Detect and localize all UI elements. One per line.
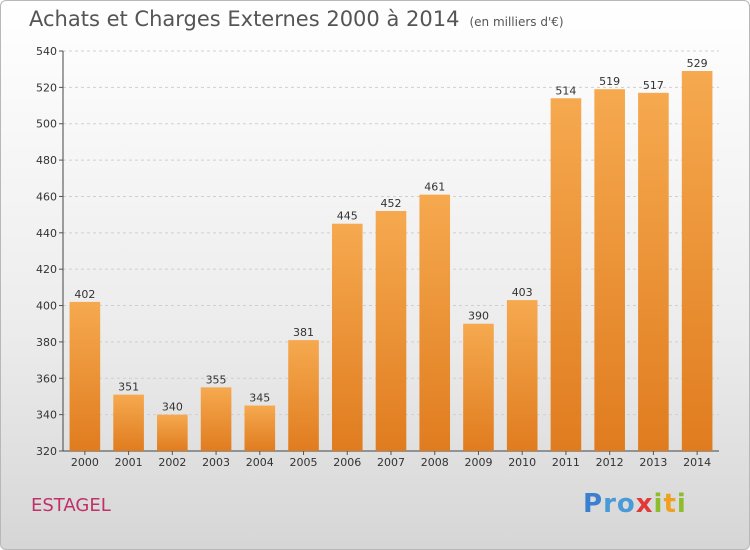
x-tick-label: 2013	[639, 456, 667, 469]
y-tick-label: 360	[36, 372, 57, 385]
y-tick-label: 540	[36, 45, 57, 58]
x-tick-label: 2012	[596, 456, 624, 469]
data-label-2014: 529	[687, 57, 708, 70]
x-tick-label: 2003	[202, 456, 230, 469]
x-tick-label: 2011	[552, 456, 580, 469]
x-tick-label: 2001	[115, 456, 143, 469]
x-tick-label: 2002	[158, 456, 186, 469]
x-tick-label: 2014	[683, 456, 711, 469]
data-label-2008: 461	[424, 181, 445, 194]
y-tick-labels: 320 340 360 380 400 420 440 460 480 500 520 540	[36, 45, 57, 458]
bar-2004	[244, 405, 276, 451]
bar-2003	[200, 387, 232, 451]
bar-2008	[419, 194, 451, 452]
proxiti-logo: Proxiti	[583, 489, 687, 519]
data-label-2013: 517	[643, 79, 664, 92]
y-tick-label: 380	[36, 336, 57, 349]
city-name: ESTAGEL	[31, 495, 111, 516]
y-tick-label: 340	[36, 409, 57, 422]
bar-2012	[594, 89, 625, 451]
x-tick-labels: 2000 2001 2002 2003 2004 2005 2006 2007 2008 2009…	[71, 456, 711, 469]
bar-2001	[113, 394, 144, 451]
y-tick-label: 400	[36, 300, 57, 313]
data-label-2010: 403	[512, 286, 533, 299]
data-label-2004: 345	[249, 392, 270, 405]
bar-2006	[331, 223, 363, 451]
bar-2007	[375, 211, 407, 451]
bar-2005	[288, 340, 319, 451]
y-tick-label: 520	[36, 81, 57, 94]
x-tick-label: 2005	[290, 456, 318, 469]
bar-2002	[157, 414, 188, 451]
x-tick-label: 2000	[71, 456, 99, 469]
x-tick-label: 2010	[508, 456, 536, 469]
data-label-2003: 355	[206, 373, 227, 386]
bar-2014	[681, 71, 713, 451]
data-label-2011: 514	[555, 84, 576, 97]
data-label-2007: 452	[381, 197, 402, 210]
chart-title: Achats et Charges Externes 2000 à 2014 (e…	[29, 7, 564, 31]
x-tick-label: 2008	[421, 456, 449, 469]
chart-subtitle: (en milliers d'€)	[469, 15, 564, 29]
y-tick-label: 500	[36, 118, 57, 131]
y-tick-label: 320	[36, 445, 57, 458]
bar-2011	[550, 98, 582, 451]
y-tick-label: 480	[36, 154, 57, 167]
data-labels: 402 351 340 355 345 381 445 452 461 390 403 514 519 5…	[74, 57, 707, 414]
x-tick-label: 2006	[333, 456, 361, 469]
data-label-2000: 402	[74, 288, 95, 301]
x-tick-label: 2004	[246, 456, 274, 469]
data-label-2002: 340	[162, 401, 183, 414]
bar-2013	[638, 92, 669, 452]
y-tick-label: 440	[36, 227, 57, 240]
x-tick-label: 2009	[464, 456, 492, 469]
x-tick-label: 2007	[377, 456, 405, 469]
data-label-2001: 351	[118, 381, 139, 394]
y-tick-label: 420	[36, 263, 57, 276]
bar-2000	[69, 301, 101, 451]
data-label-2012: 519	[599, 75, 620, 88]
bar-2010	[506, 300, 538, 451]
data-label-2006: 445	[337, 210, 358, 223]
data-label-2005: 381	[293, 326, 314, 339]
y-tick-label: 460	[36, 190, 57, 203]
chart-title-text: Achats et Charges Externes 2000 à 2014	[29, 7, 460, 31]
bars	[69, 71, 713, 452]
bar-2009	[463, 323, 494, 451]
data-label-2009: 390	[468, 310, 489, 323]
